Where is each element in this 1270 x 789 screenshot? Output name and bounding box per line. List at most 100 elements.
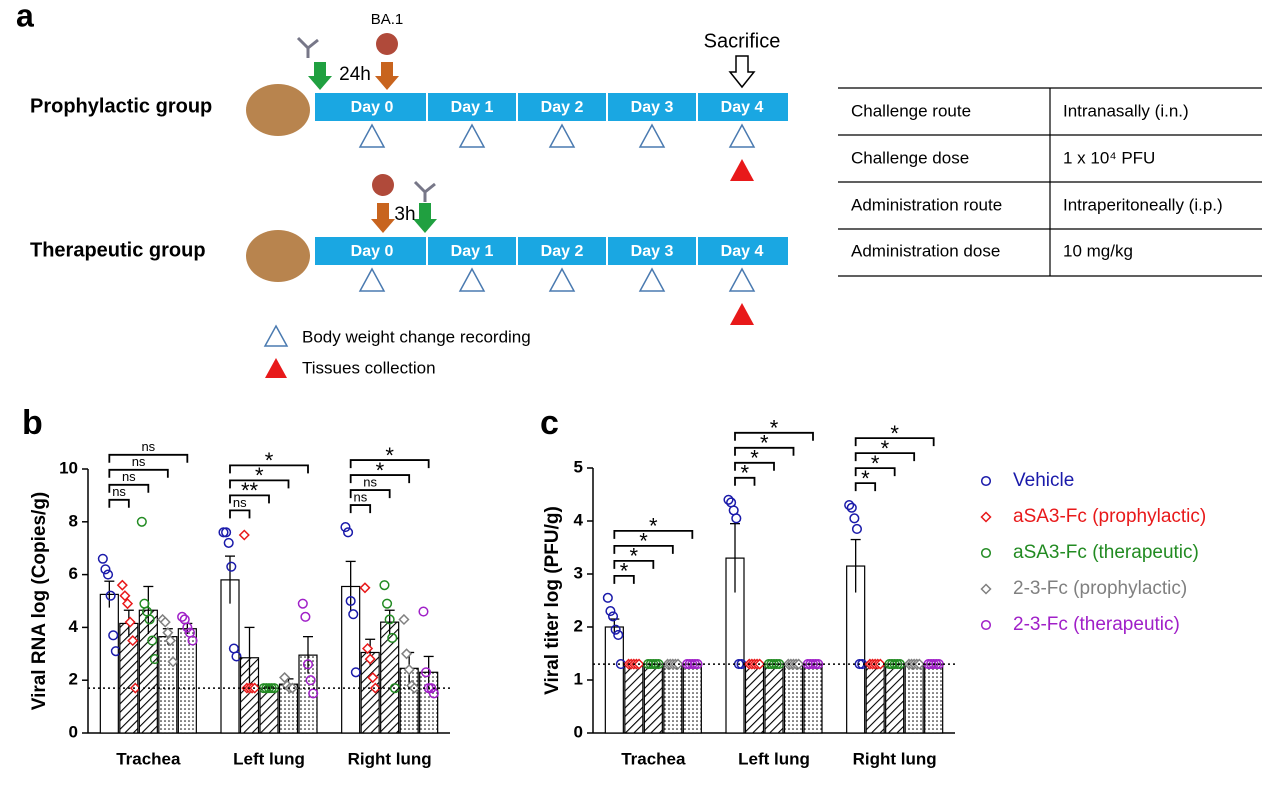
- weight-triangle: [358, 123, 386, 148]
- data-point: [124, 616, 136, 628]
- table-cell: Administration dose: [851, 241, 1000, 260]
- timeline: [315, 237, 788, 265]
- collection-triangle: [730, 159, 754, 181]
- x-tick-label: Left lung: [738, 749, 810, 768]
- significance-label: *: [861, 466, 870, 491]
- y-axis-label: Viral RNA log (Copies/g): [29, 492, 50, 711]
- group-name: Therapeutic group: [30, 239, 206, 261]
- legend-marker: [980, 619, 992, 631]
- significance-label: *: [770, 416, 779, 441]
- data-point: [359, 582, 371, 594]
- data-point: [418, 606, 429, 617]
- hamster-icon: [246, 230, 310, 282]
- weight-triangle: [458, 123, 486, 148]
- table-cell: 10 mg/kg: [1063, 241, 1133, 260]
- bar: [764, 663, 784, 734]
- data-point: [613, 629, 624, 641]
- day-label: Day 0: [351, 99, 394, 116]
- data-point: [182, 622, 193, 633]
- panel-label: c: [540, 404, 559, 442]
- data-point: [164, 635, 176, 647]
- data-point: [401, 648, 413, 660]
- data-point: [367, 671, 379, 684]
- bar: [663, 663, 683, 734]
- significance-label: *: [265, 448, 274, 473]
- data-point: [102, 569, 114, 580]
- icons: [246, 33, 437, 282]
- arrow-antibody: [308, 62, 332, 90]
- y-tick-label: 0: [69, 722, 78, 741]
- y-tick-label: 10: [59, 458, 78, 477]
- x-tick-label: Right lung: [348, 749, 432, 768]
- data-point: [97, 553, 108, 564]
- y-tick-label: 2: [574, 616, 583, 635]
- data-point: [364, 653, 376, 665]
- y-tick-label: 0: [574, 722, 583, 741]
- data-point: [300, 611, 311, 622]
- weight-triangle: [458, 267, 486, 292]
- antibody-icon: [296, 36, 319, 58]
- arrow-antibody: [413, 203, 437, 233]
- day-label: Day 3: [631, 243, 674, 260]
- significance-bracket: [108, 468, 169, 478]
- data-point: [162, 627, 174, 639]
- y-tick-label: 1: [574, 669, 583, 688]
- significance-bracket: [854, 437, 935, 447]
- legend-marker: [980, 547, 992, 559]
- weight-triangle: [728, 123, 756, 148]
- legend-triangle: [265, 358, 287, 378]
- weight-triangle: [638, 267, 666, 292]
- significance-bracket: [613, 529, 694, 539]
- table-cell: Challenge dose: [851, 148, 969, 167]
- data-point: [605, 606, 616, 617]
- x-tick-label: Left lung: [233, 749, 305, 768]
- bar: [682, 663, 702, 734]
- significance-bracket: [613, 559, 655, 569]
- x-tick-label: Right lung: [853, 749, 937, 768]
- arrow-virus: [375, 62, 399, 90]
- data-point: [121, 598, 134, 610]
- panel-label: a: [16, 0, 34, 33]
- bar: [904, 663, 924, 734]
- significance-bracket: [854, 467, 896, 477]
- significance-bracket: [734, 446, 795, 456]
- data-point: [297, 598, 308, 609]
- day-label: Day 3: [631, 99, 674, 116]
- y-tick-label: 3: [574, 563, 583, 582]
- data-point: [846, 502, 857, 513]
- legend-marker: [980, 511, 992, 523]
- data-point: [238, 529, 250, 541]
- day-label: Day 4: [721, 243, 764, 260]
- y-tick-label: 8: [69, 511, 78, 530]
- legend-triangle: [263, 324, 289, 347]
- significance-label: ns: [141, 439, 155, 454]
- significance-bracket: [734, 431, 814, 441]
- significance-label: *: [376, 458, 385, 483]
- data-point: [100, 564, 111, 575]
- data-point: [382, 598, 393, 609]
- data-point: [426, 683, 437, 694]
- data-point: [387, 632, 398, 644]
- y-tick-label: 2: [69, 670, 78, 689]
- data-point: [286, 682, 298, 694]
- significance-label: ns: [363, 475, 377, 490]
- data-point: [421, 667, 432, 678]
- data-point: [129, 682, 141, 694]
- data-point: [345, 595, 356, 607]
- hamster-icon: [246, 84, 310, 136]
- significance-label: **: [241, 478, 259, 503]
- significance-label: ns: [112, 484, 126, 499]
- data-point: [340, 522, 351, 533]
- bar: [783, 663, 804, 734]
- data-point: [379, 580, 390, 591]
- data-point: [362, 642, 374, 655]
- data-point: [302, 659, 314, 670]
- weight-triangle: [548, 123, 576, 148]
- day-label: Day 4: [721, 99, 764, 116]
- virus-label: BA.1: [371, 11, 404, 28]
- weight-triangle: [548, 267, 576, 292]
- weight-triangle: [638, 123, 666, 148]
- data-point: [874, 658, 886, 670]
- bar: [259, 687, 279, 734]
